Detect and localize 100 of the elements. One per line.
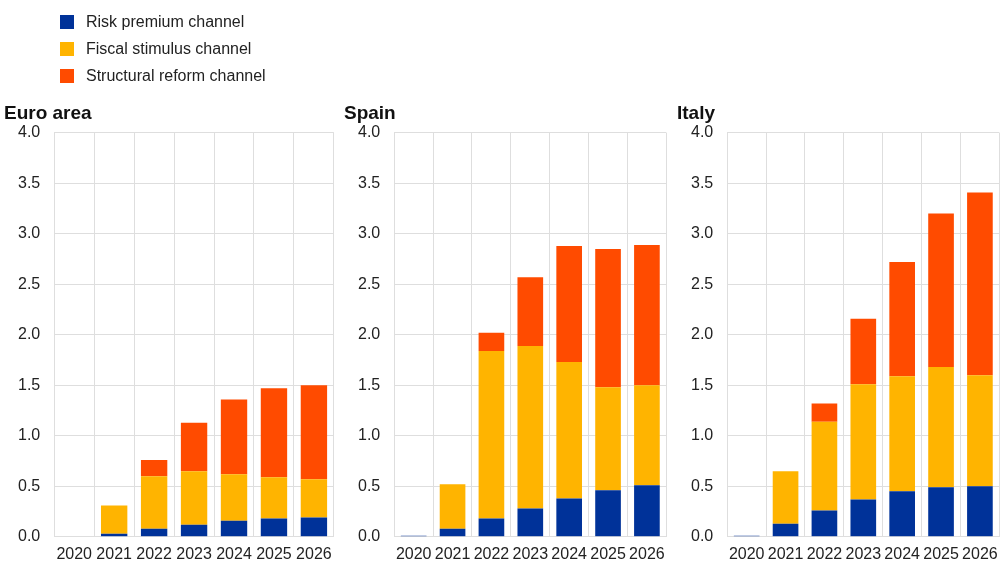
bar [517, 277, 544, 346]
bar [260, 518, 288, 537]
legend-label: Fiscal stimulus channel [86, 39, 252, 58]
bar [180, 422, 208, 472]
y-tick-label: 4.0 [17, 123, 41, 141]
chart-title: Italy [677, 101, 716, 123]
y-tick-label: 3.5 [17, 173, 41, 191]
y-tick-label: 2.5 [690, 274, 714, 292]
bar [850, 318, 877, 385]
y-tick-label: 2.0 [690, 325, 714, 343]
y-tick-label: 0.5 [357, 476, 381, 494]
bar [634, 385, 660, 486]
bar [928, 213, 954, 368]
bar [220, 399, 248, 475]
legend-label: Risk premium channel [86, 12, 245, 31]
bar [439, 484, 466, 529]
chart-title: Spain [344, 101, 396, 123]
bar [595, 490, 621, 537]
x-tick-label: 2020 [728, 544, 765, 562]
x-tick-label: 2023 [845, 544, 882, 562]
bar [478, 332, 505, 351]
x-tick-label: 2024 [551, 544, 588, 562]
y-tick-label: 3.0 [17, 224, 41, 242]
bar [180, 471, 208, 525]
bar [889, 376, 915, 492]
x-tick-label: 2025 [590, 544, 626, 562]
bar [100, 505, 128, 534]
bar [850, 499, 877, 537]
y-tick-label: 1.0 [690, 426, 714, 444]
chart-title: Euro area [4, 101, 93, 123]
y-tick-label: 2.0 [357, 325, 381, 343]
bar [300, 385, 328, 480]
y-tick-label: 1.0 [357, 426, 381, 444]
bar [634, 244, 660, 386]
x-tick-label: 2020 [56, 544, 93, 562]
bar [595, 248, 621, 388]
x-tick-label: 2022 [473, 544, 510, 562]
bar [517, 508, 544, 537]
bar [140, 476, 168, 529]
bar [140, 460, 168, 477]
bar [772, 471, 799, 524]
bar [967, 486, 993, 537]
y-tick-label: 2.5 [17, 274, 41, 292]
legend-label: Structural reform channel [86, 66, 266, 85]
bar [220, 520, 248, 537]
x-tick-label: 2023 [512, 544, 549, 562]
bar [811, 510, 838, 537]
bar [595, 387, 621, 491]
bar [967, 192, 993, 376]
x-tick-label: 2021 [434, 544, 471, 562]
bar [180, 524, 208, 537]
bar [478, 518, 505, 537]
x-tick-label: 2025 [256, 544, 292, 562]
bar [478, 350, 505, 519]
bar [850, 384, 877, 500]
bar [556, 245, 582, 363]
y-tick-label: 3.0 [357, 224, 381, 242]
y-tick-label: 2.0 [17, 325, 41, 343]
bar [556, 362, 582, 499]
x-tick-label: 2020 [395, 544, 432, 562]
x-tick-label: 2022 [806, 544, 843, 562]
x-tick-label: 2026 [962, 544, 998, 562]
bar [300, 479, 328, 518]
bar [928, 367, 954, 488]
bar [556, 498, 582, 537]
y-tick-label: 3.5 [690, 173, 714, 191]
bar [140, 528, 168, 537]
y-tick-label: 4.0 [690, 123, 714, 141]
y-tick-label: 4.0 [357, 123, 381, 141]
bar [772, 523, 799, 537]
x-tick-label: 2023 [176, 544, 212, 562]
bar [517, 345, 544, 509]
bar [220, 474, 248, 521]
x-tick-label: 2026 [629, 544, 665, 562]
bar [967, 375, 993, 487]
y-tick-label: 1.5 [17, 375, 41, 393]
bar [889, 491, 915, 537]
y-tick-label: 0.0 [690, 527, 714, 545]
y-tick-label: 0.5 [690, 476, 714, 494]
x-tick-label: 2021 [767, 544, 804, 562]
bar [811, 421, 838, 511]
y-tick-label: 1.0 [17, 426, 41, 444]
bar [634, 485, 660, 537]
y-tick-label: 0.0 [17, 527, 41, 545]
x-tick-label: 2025 [923, 544, 959, 562]
bar [300, 517, 328, 537]
bar [439, 528, 466, 537]
bar [260, 477, 288, 519]
bar [889, 262, 915, 377]
y-tick-label: 0.0 [357, 527, 381, 545]
bar [811, 403, 838, 422]
y-tick-label: 2.5 [357, 274, 381, 292]
y-tick-label: 1.5 [357, 375, 381, 393]
x-tick-label: 2026 [296, 544, 332, 562]
y-tick-label: 3.5 [357, 173, 381, 191]
bar [928, 487, 954, 537]
y-tick-label: 0.5 [17, 476, 41, 494]
y-tick-label: 3.0 [690, 224, 714, 242]
y-tick-label: 1.5 [690, 375, 714, 393]
x-tick-label: 2021 [96, 544, 133, 562]
